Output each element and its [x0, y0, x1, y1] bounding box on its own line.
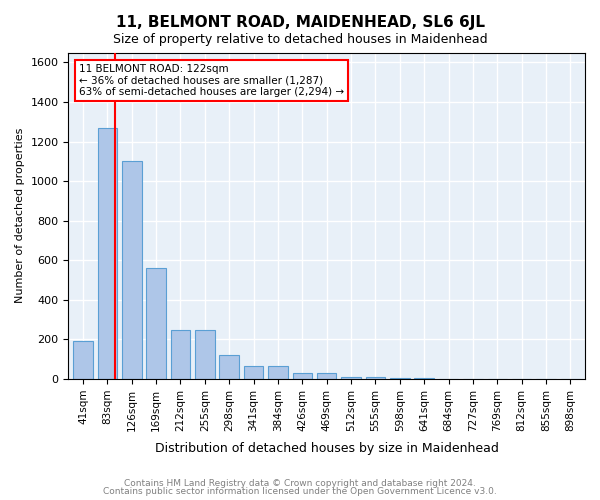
- Bar: [122, 162, 142, 379]
- Text: Contains HM Land Registry data © Crown copyright and database right 2024.: Contains HM Land Registry data © Crown c…: [124, 478, 476, 488]
- Bar: [293, 373, 312, 379]
- Bar: [390, 378, 410, 379]
- Bar: [171, 330, 190, 379]
- Bar: [268, 366, 288, 379]
- Bar: [73, 342, 93, 379]
- Bar: [244, 366, 263, 379]
- Bar: [341, 377, 361, 379]
- Text: 11 BELMONT ROAD: 122sqm
← 36% of detached houses are smaller (1,287)
63% of semi: 11 BELMONT ROAD: 122sqm ← 36% of detache…: [79, 64, 344, 97]
- Bar: [220, 356, 239, 379]
- Bar: [415, 378, 434, 379]
- Bar: [195, 330, 215, 379]
- Text: 11, BELMONT ROAD, MAIDENHEAD, SL6 6JL: 11, BELMONT ROAD, MAIDENHEAD, SL6 6JL: [115, 15, 485, 30]
- Bar: [365, 378, 385, 379]
- Bar: [98, 128, 117, 379]
- Bar: [146, 268, 166, 379]
- Text: Contains public sector information licensed under the Open Government Licence v3: Contains public sector information licen…: [103, 487, 497, 496]
- Y-axis label: Number of detached properties: Number of detached properties: [15, 128, 25, 304]
- Text: Size of property relative to detached houses in Maidenhead: Size of property relative to detached ho…: [113, 32, 487, 46]
- X-axis label: Distribution of detached houses by size in Maidenhead: Distribution of detached houses by size …: [155, 442, 499, 455]
- Bar: [317, 373, 337, 379]
